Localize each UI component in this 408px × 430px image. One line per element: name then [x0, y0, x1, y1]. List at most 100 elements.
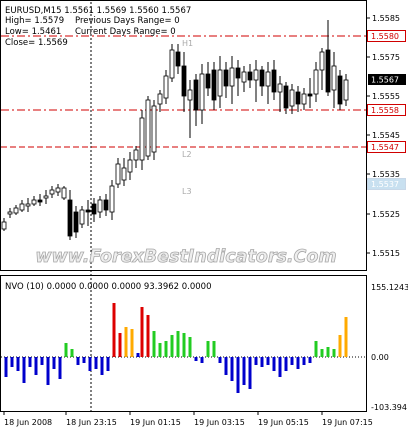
candle-body	[25, 203, 31, 207]
price-tick-label: 1.5555	[372, 92, 400, 101]
candle-body	[67, 199, 73, 237]
histogram-bar	[106, 357, 110, 371]
symbol-info: EURUSD,M15 1.5561 1.5569 1.5560 1.5567	[5, 6, 191, 16]
indicator-axis-top: 155.1243	[371, 283, 408, 292]
candle-body	[205, 73, 211, 89]
candle-body	[307, 93, 313, 97]
candle-body	[127, 159, 133, 173]
candle-body	[97, 199, 103, 213]
histogram-bar	[64, 343, 68, 357]
histogram-bar	[10, 357, 14, 367]
histogram-bar	[140, 307, 144, 357]
price-pane[interactable]	[0, 0, 367, 271]
histogram-bar	[254, 357, 258, 365]
candle-body	[265, 71, 271, 87]
time-tick-label: 19 Jun 03:15	[194, 418, 245, 427]
price-tick-label: 1.5525	[372, 210, 400, 219]
watermark: www.ForexBestIndicators.Com	[35, 247, 336, 267]
histogram-bar	[118, 333, 122, 357]
candle-body	[247, 71, 253, 81]
previous-range-info: Previous Days Range= 0	[75, 16, 180, 26]
histogram-bar	[344, 317, 348, 357]
candle-body	[229, 67, 235, 87]
histogram-bar	[28, 357, 32, 367]
level-badge	[367, 30, 406, 42]
histogram-bar	[338, 335, 342, 357]
histogram-bar	[176, 331, 180, 357]
histogram-bar	[194, 357, 198, 361]
histogram-bar	[308, 357, 312, 363]
histogram-bar	[100, 357, 104, 375]
level-tag: L2	[182, 150, 192, 159]
histogram-bar	[260, 357, 264, 367]
candle-body	[55, 187, 61, 193]
high-info: High= 1.5579	[5, 16, 64, 26]
level-badge-label: 1.5537	[371, 180, 399, 189]
histogram-bar	[320, 349, 324, 357]
histogram-bar	[76, 357, 80, 365]
price-axis: 1.5585 1.5575 1.5555 1.5545 1.5535 1.5525 1.55…	[366, 14, 406, 258]
histogram-bar	[182, 333, 186, 357]
level-badge	[367, 141, 406, 153]
candle-body	[235, 67, 241, 79]
nvo-histogram	[4, 303, 348, 393]
level-badge-label: 1.5558	[371, 106, 399, 115]
histogram-bar	[236, 357, 240, 393]
candle-body	[295, 91, 301, 105]
candle-body	[85, 209, 91, 213]
histogram-bar	[242, 357, 246, 385]
candle-body	[181, 65, 187, 97]
close-info: Close= 1.5569	[5, 38, 68, 48]
level-tag: L3	[182, 187, 192, 196]
histogram-bar	[52, 357, 56, 369]
histogram-bar	[266, 357, 270, 365]
time-tick-label: 19 Jun 07:15	[322, 418, 373, 427]
histogram-bar	[16, 357, 20, 371]
candle-body	[43, 195, 49, 199]
candle-body	[37, 199, 43, 203]
candle-body	[283, 85, 289, 109]
candle-body	[157, 93, 163, 105]
candle-body	[169, 49, 175, 79]
histogram-bar	[4, 357, 8, 377]
candle-body	[175, 51, 181, 67]
candle-body	[343, 79, 349, 101]
time-axis: 18 Jun 2008 18 Jun 23:15 19 Jun 01:15 19 Ju…	[3, 411, 373, 427]
histogram-bar	[200, 357, 204, 363]
histogram-bar	[230, 357, 234, 381]
candle-body	[289, 89, 295, 107]
candle-body	[49, 189, 55, 195]
price-tick-label: 1.5515	[372, 249, 400, 258]
histogram-bar	[218, 357, 222, 363]
candle-body	[319, 51, 325, 71]
level-badge	[367, 104, 406, 116]
candle-body	[121, 167, 127, 181]
histogram-bar	[130, 329, 134, 357]
histogram-bar	[58, 357, 62, 379]
histogram-bar	[124, 327, 128, 357]
histogram-bar	[212, 341, 216, 357]
candle-body	[187, 89, 193, 101]
indicator-axis-bottom: -103.394	[371, 403, 407, 412]
histogram-bar	[332, 349, 336, 357]
level-badge	[367, 178, 406, 190]
candle-body	[139, 117, 145, 161]
time-tick-label: 18 Jun 2008	[4, 418, 52, 427]
candle-body	[151, 105, 157, 153]
histogram-bar	[152, 331, 156, 357]
histogram-bar	[272, 357, 276, 371]
price-tick-label: 1.5545	[372, 131, 400, 140]
histogram-bar	[136, 353, 140, 357]
candle-body	[31, 199, 37, 205]
histogram-bar	[88, 357, 92, 371]
histogram-bar	[46, 357, 50, 385]
candle-body	[241, 71, 247, 83]
candle-body	[103, 199, 109, 211]
candle-body	[277, 83, 283, 93]
candle-body	[199, 73, 205, 111]
candle-body	[7, 211, 13, 215]
candle-body	[313, 69, 319, 95]
candle-body	[145, 99, 151, 157]
histogram-bar	[164, 341, 168, 357]
